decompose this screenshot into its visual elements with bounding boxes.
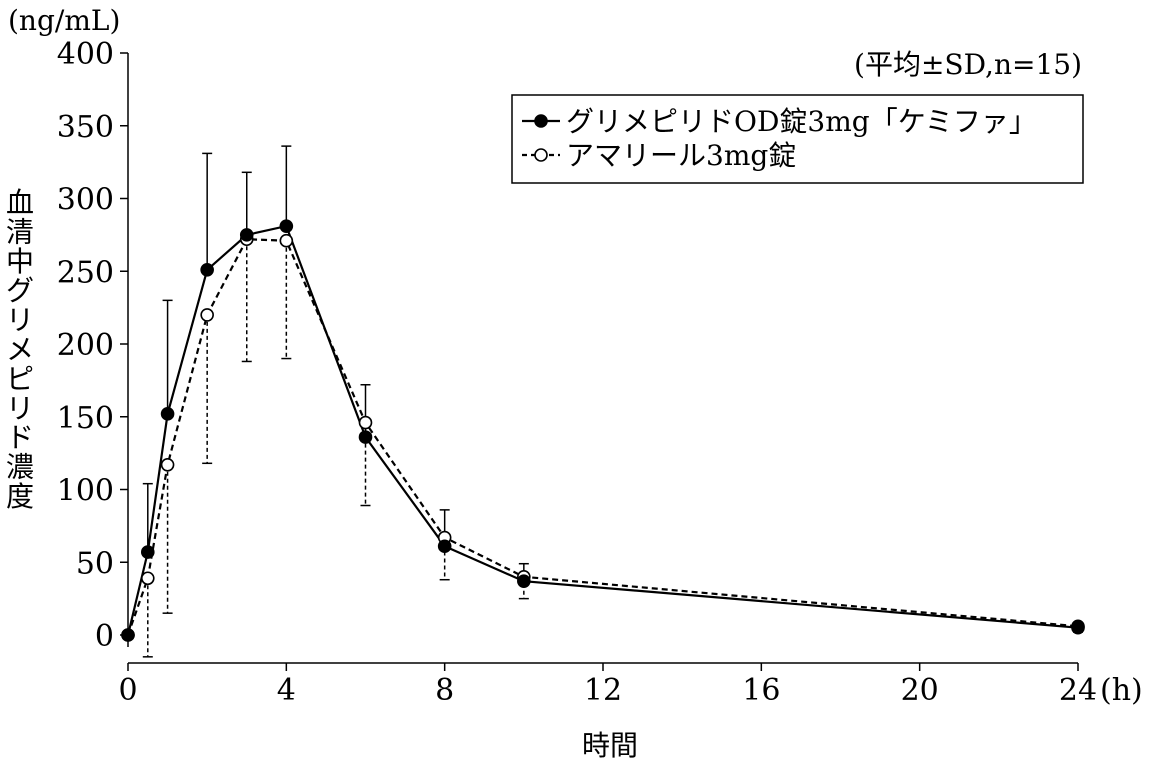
x-tick-label: 12 bbox=[584, 673, 622, 708]
y-tick-label: 200 bbox=[57, 328, 114, 363]
x-tick-label: 8 bbox=[435, 673, 454, 708]
y-axis-label-char: グ bbox=[6, 274, 34, 307]
y-axis-label-char: 度 bbox=[6, 480, 34, 513]
data-point bbox=[200, 262, 214, 277]
y-tick-label: 350 bbox=[57, 110, 114, 145]
data-point bbox=[160, 407, 175, 421]
data-point bbox=[358, 415, 373, 430]
y-axis-label-char: 血 bbox=[6, 186, 34, 219]
y-axis-label-char: 中 bbox=[6, 245, 34, 278]
data-point bbox=[358, 430, 373, 444]
x-tick-label: 20 bbox=[901, 673, 939, 708]
data-point bbox=[121, 628, 135, 642]
series-line bbox=[126, 224, 1079, 636]
legend-label: アマリール3mg錠 bbox=[566, 139, 796, 172]
y-axis-unit: (ng/mL) bbox=[8, 4, 120, 37]
y-tick-label: 0 bbox=[95, 619, 114, 654]
data-markers bbox=[121, 219, 1085, 642]
series-lines bbox=[126, 224, 1079, 636]
y-tick-label: 250 bbox=[57, 255, 114, 290]
x-tick-label: 4 bbox=[277, 673, 296, 708]
data-point bbox=[279, 219, 294, 233]
y-axis-label-char: 清 bbox=[6, 215, 34, 248]
axes: 0 50 100 150 200 250 300 350 400 0 4 8 12 16 20 24 bbox=[57, 37, 1097, 708]
data-point bbox=[200, 308, 214, 322]
y-tick-label: 50 bbox=[76, 546, 114, 581]
x-axis-unit: (h) bbox=[1100, 673, 1143, 708]
legend-marker bbox=[534, 148, 548, 162]
x-axis-label: 時間 bbox=[582, 729, 638, 762]
y-tick-label: 400 bbox=[57, 37, 114, 72]
error-bars bbox=[142, 145, 1083, 658]
y-axis-label-char: ピ bbox=[6, 362, 34, 395]
y-axis-label-char: リ bbox=[6, 392, 34, 425]
data-point bbox=[517, 574, 531, 588]
data-point bbox=[160, 457, 175, 472]
data-point bbox=[140, 545, 155, 559]
x-tick-label: 24 bbox=[1059, 673, 1097, 708]
data-point bbox=[140, 571, 155, 586]
legend: グリメピリドOD錠3mg「ケミファ」アマリール3mg錠 bbox=[511, 94, 1084, 184]
statistics-note: (平均±SD,n=15) bbox=[854, 48, 1082, 81]
legend-box bbox=[511, 94, 1084, 184]
y-tick-label: 150 bbox=[57, 401, 114, 436]
data-point bbox=[239, 228, 254, 242]
data-point bbox=[1071, 620, 1085, 635]
y-tick-label: 100 bbox=[57, 474, 114, 509]
x-tick-label: 0 bbox=[118, 673, 137, 708]
legend-label: グリメピリドOD錠3mg「ケミファ」 bbox=[566, 105, 1037, 138]
legend-marker bbox=[534, 114, 548, 128]
y-axis-label-char: メ bbox=[6, 333, 34, 366]
y-axis-label-char: ド bbox=[6, 421, 34, 454]
x-tick-label: 16 bbox=[742, 673, 780, 708]
data-point bbox=[437, 539, 452, 554]
y-axis-label-char: リ bbox=[6, 304, 34, 337]
series-line bbox=[126, 238, 1079, 636]
data-point bbox=[279, 233, 294, 248]
y-tick-label: 300 bbox=[57, 183, 114, 218]
y-axis-label-char: 濃 bbox=[6, 451, 34, 484]
